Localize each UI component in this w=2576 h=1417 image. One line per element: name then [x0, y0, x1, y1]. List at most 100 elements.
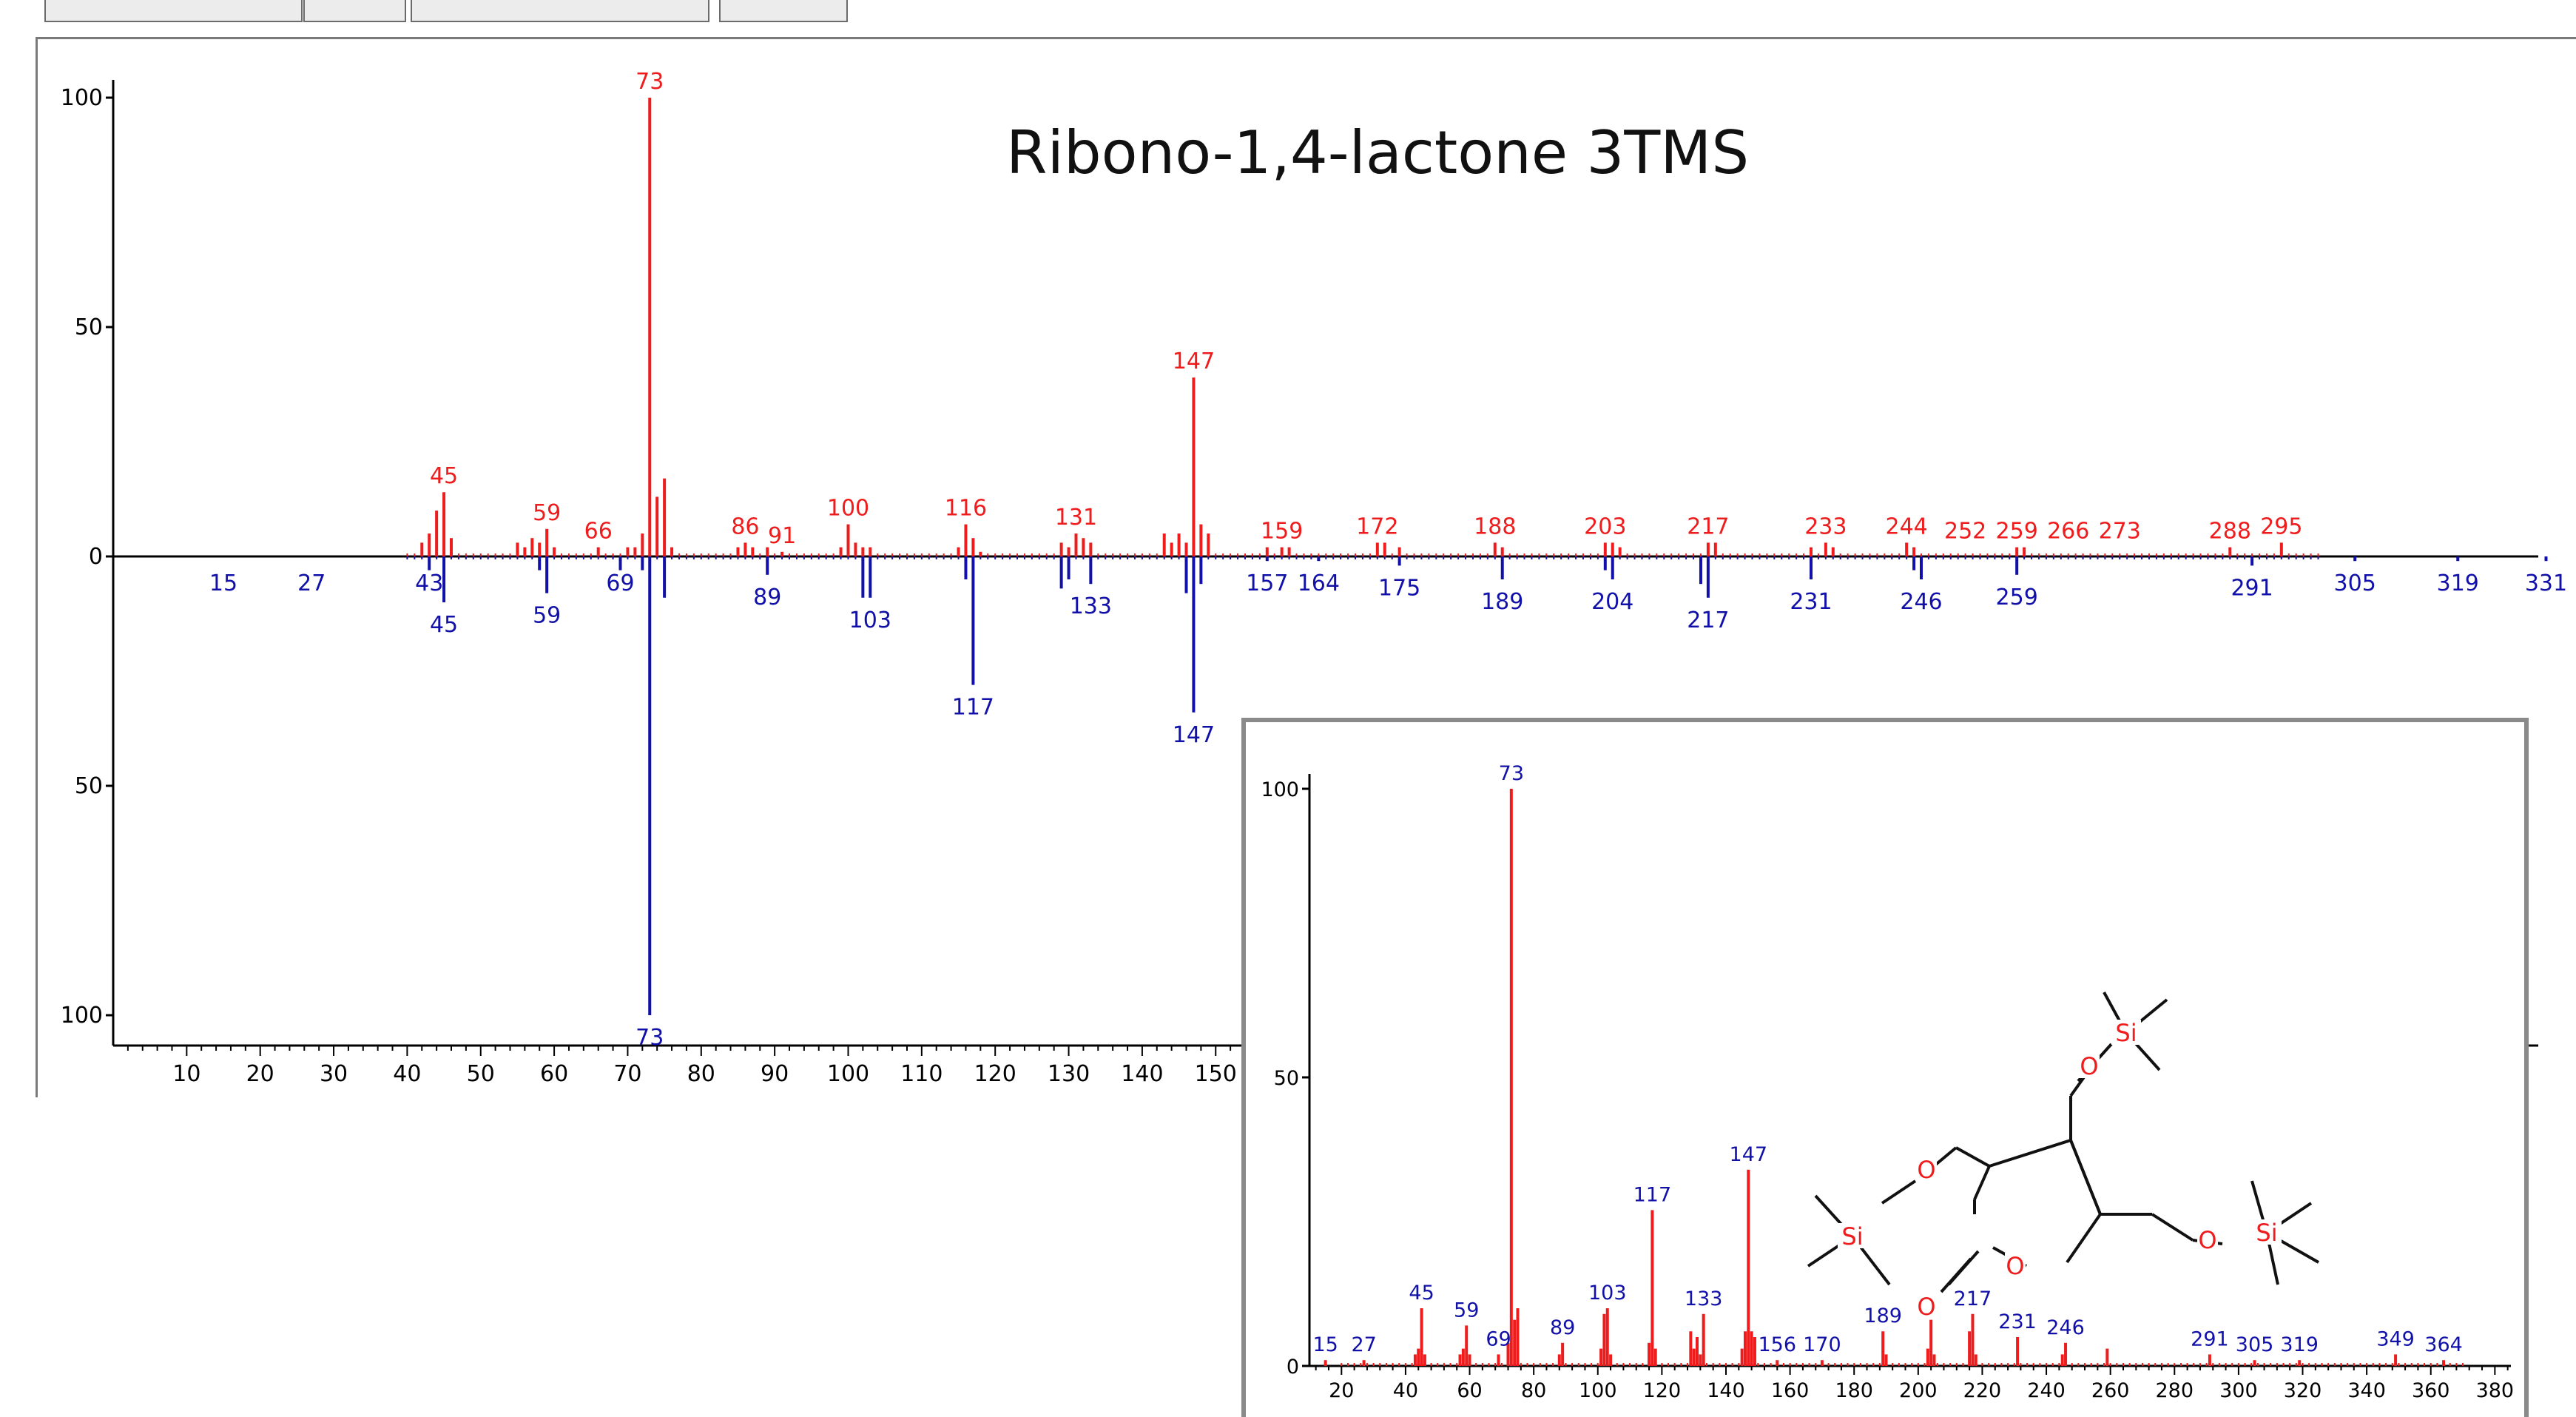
- y-tick-label: 50: [75, 773, 103, 799]
- molecule-bond: [1955, 1146, 1990, 1168]
- bottom-peak-label: 246: [1900, 589, 1942, 615]
- y-tick-label: 0: [89, 544, 103, 570]
- inset-peak-label: 305: [2236, 1333, 2274, 1356]
- inset-peak-label: 364: [2424, 1333, 2463, 1356]
- x-tick-label: 20: [246, 1061, 274, 1087]
- bottom-peak-label: 164: [1298, 570, 1340, 596]
- top-peak-label: 147: [1173, 349, 1215, 374]
- top-peak-label: 295: [2260, 514, 2302, 539]
- inset-x-tick-label: 260: [2091, 1379, 2130, 1402]
- inset-x-tick-label: 220: [1963, 1379, 2002, 1402]
- molecule-bond: [1989, 1139, 2071, 1168]
- inset-peak-label: 133: [1685, 1288, 1723, 1310]
- toolbar-tab[interactable]: [44, 0, 303, 22]
- inset-x-tick-label: 200: [1899, 1379, 1938, 1402]
- x-tick-label: 50: [467, 1061, 495, 1087]
- molecule-bond: [2151, 1213, 2194, 1242]
- bottom-peak-label: 305: [2334, 570, 2376, 596]
- inset-peak-label: 170: [1803, 1333, 1841, 1356]
- x-tick-label: 30: [320, 1061, 348, 1087]
- inset-x-tick-label: 20: [1329, 1379, 1354, 1402]
- bottom-peak-label: 103: [849, 607, 891, 633]
- inset-x-tick-label: 300: [2219, 1379, 2258, 1402]
- bottom-peak-label: 331: [2525, 570, 2567, 596]
- molecule-atom-o: O: [1917, 1293, 1935, 1321]
- inset-x-tick-label: 340: [2347, 1379, 2386, 1402]
- top-peak-label: 45: [430, 463, 458, 489]
- toolbar-tab[interactable]: [411, 0, 709, 22]
- bottom-peak-label: 59: [533, 603, 561, 629]
- inset-y-tick-label: 0: [1287, 1356, 1299, 1379]
- bottom-peak-label: 189: [1481, 589, 1523, 615]
- y-tick-label: 100: [61, 85, 103, 111]
- inset-y-tick-label: 50: [1274, 1067, 1299, 1090]
- inset-peak-label: 117: [1633, 1183, 1672, 1206]
- inset-peak-label: 291: [2191, 1327, 2229, 1350]
- top-peak-label: 91: [768, 523, 796, 549]
- molecule-bond: [1973, 1165, 1991, 1200]
- molecule-atom-o: O: [2080, 1052, 2098, 1080]
- top-peak-label: 86: [731, 514, 759, 539]
- toolbar-tab[interactable]: [303, 0, 406, 22]
- toolbar-tab[interactable]: [719, 0, 848, 22]
- molecule-atom-o-bg: [2079, 1053, 2100, 1078]
- x-tick-label: 150: [1195, 1061, 1237, 1087]
- inset-peak-label: 15: [1312, 1333, 1338, 1356]
- x-tick-label: 120: [974, 1061, 1016, 1087]
- inset-x-tick-label: 80: [1521, 1379, 1546, 1402]
- y-tick-label: 100: [61, 1003, 103, 1029]
- top-peak-label: 273: [2099, 519, 2141, 545]
- inset-peak-label: 147: [1730, 1143, 1768, 1166]
- bottom-peak-label: 89: [753, 585, 781, 610]
- molecule-atom-si: Si: [2115, 1019, 2137, 1047]
- bottom-peak-label: 175: [1378, 575, 1420, 601]
- inset-peak-label: 69: [1486, 1327, 1511, 1350]
- molecule-atom-o: O: [2006, 1252, 2024, 1280]
- molecule-atom-si-bg: [1838, 1223, 1867, 1248]
- bottom-peak-label: 43: [415, 570, 443, 596]
- bottom-peak-label: 217: [1687, 607, 1729, 633]
- x-tick-label: 80: [687, 1061, 715, 1087]
- top-peak-label: 266: [2047, 519, 2089, 545]
- bottom-peak-label: 204: [1591, 589, 1633, 615]
- x-tick-label: 40: [393, 1061, 421, 1087]
- bottom-peak-label: 73: [635, 1025, 664, 1051]
- inset-y-tick-label: 100: [1261, 778, 1299, 801]
- top-peak-label: 288: [2209, 519, 2251, 545]
- reference-spectrum-chart: 100 50 0 20 40 60 80 100 120 140 160 180 200 220 240 26…: [1261, 762, 2514, 1402]
- top-peak-label: 172: [1356, 514, 1398, 539]
- inset-x-tick-label: 280: [2156, 1379, 2194, 1402]
- toolbar-tab-strip: [0, 0, 2576, 30]
- top-peak-label: 233: [1804, 514, 1847, 539]
- top-peak-label: 203: [1584, 514, 1626, 539]
- top-peak-label: 217: [1687, 514, 1729, 539]
- x-tick-label: 130: [1048, 1061, 1090, 1087]
- molecule-atom-o-bg: [1916, 1157, 1937, 1182]
- inset-x-tick-label: 180: [1835, 1379, 1873, 1402]
- inset-peak-label: 217: [1954, 1288, 1992, 1310]
- molecule-bond: [1881, 1179, 1917, 1205]
- molecule-atom-si-bg: [2252, 1219, 2282, 1245]
- x-tick-label: 140: [1121, 1061, 1163, 1087]
- top-peak-label: 131: [1055, 505, 1097, 531]
- bottom-peak-label: 231: [1790, 589, 1832, 615]
- top-peak-label: 66: [584, 519, 613, 545]
- x-tick-label: 90: [761, 1061, 789, 1087]
- inset-peak-label: 103: [1588, 1282, 1627, 1305]
- inset-peak-label: 89: [1550, 1316, 1575, 1339]
- bottom-peak-label: 117: [952, 695, 994, 721]
- inset-x-tick-label: 100: [1579, 1379, 1617, 1402]
- molecule-atom-si: Si: [2256, 1219, 2277, 1247]
- bottom-peak-label: 291: [2231, 575, 2273, 601]
- top-peak-label: 252: [1944, 519, 1986, 545]
- inset-peak-label: 231: [1998, 1310, 2037, 1333]
- molecule-atom-o: O: [1917, 1156, 1935, 1184]
- inset-x-tick-label: 140: [1707, 1379, 1745, 1402]
- x-tick-label: 70: [613, 1061, 641, 1087]
- inset-peak-label: 156: [1759, 1333, 1797, 1356]
- x-tick-label: 60: [540, 1061, 568, 1087]
- bottom-peak-label: 27: [297, 570, 326, 596]
- x-tick-label: 100: [827, 1061, 869, 1087]
- inset-x-tick-label: 40: [1393, 1379, 1418, 1402]
